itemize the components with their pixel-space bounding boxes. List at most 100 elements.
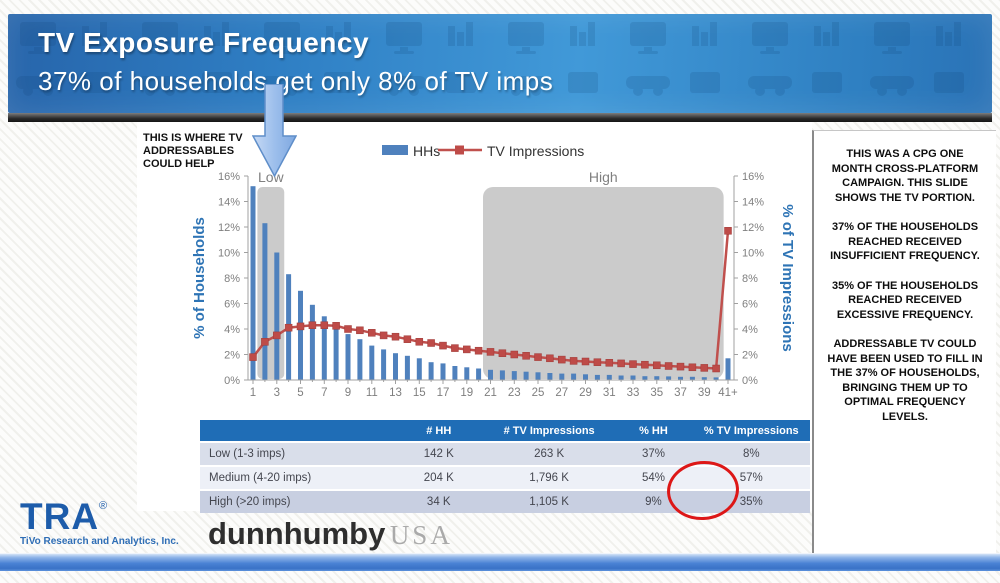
table-header-cell: # TV Impressions [483,420,615,441]
table-cell: 204 K [393,467,484,489]
dunnhumby-logo: dunnhumby USA [208,516,453,552]
svg-text:1: 1 [250,387,256,399]
svg-text:16%: 16% [742,171,764,183]
svg-text:12%: 12% [742,222,764,234]
x-tick-labels: 1 3 5 7 9 11 13 15 17 19 21 23 25 27 29 31 33 35 37 39 41+ [250,387,738,399]
dunnhumby-logo-text: dunnhumby [208,516,386,551]
header-banner: TV Exposure Frequency 37% of households … [8,14,992,113]
table-header-cell: % HH [614,420,693,441]
svg-text:7: 7 [321,387,327,399]
svg-text:0%: 0% [224,375,240,387]
svg-text:31: 31 [603,387,616,399]
svg-text:41+: 41+ [718,387,738,399]
tra-logo-text: TRA [20,496,100,537]
svg-text:15: 15 [413,387,426,399]
usa-logo-text: USA [389,520,453,550]
table-cell: 1,105 K [483,491,615,513]
svg-text:10%: 10% [218,248,240,260]
svg-text:3: 3 [274,387,280,399]
tra-logo: TRA® TiVo Research and Analytics, Inc. [20,498,179,547]
registered-mark-icon: ® [99,500,108,512]
notes-sidebar: THIS WAS A CPG ONE MONTH CROSS-PLATFORM … [812,130,996,553]
region-low [257,187,285,379]
footer-accent-bar [0,553,1000,571]
svg-text:19: 19 [460,387,473,399]
sidebar-paragraph: 35% OF THE HOUSEHOLDS REACHED RECEIVED E… [831,279,979,321]
frequency-chart: Low High 0% 0% 2% 2% 4% 4% 6% 6% 8% 8% 10% 10% 12% 12% 1… [182,132,802,422]
svg-text:12%: 12% [218,222,240,234]
legend-swatch-hhs [382,145,408,155]
table-cell: 37% [614,443,693,465]
table-header-cell: # HH [393,420,484,441]
right-axis-title: % of TV Impressions [779,204,796,352]
sidebar-paragraph: ADDRESSABLE TV COULD HAVE BEEN USED TO F… [827,338,983,423]
table-cell: 142 K [393,443,484,465]
down-arrow-icon [252,84,297,177]
header-divider-bar [8,113,992,122]
header-icon-pattern [8,14,992,113]
svg-text:39: 39 [698,387,711,399]
svg-text:8%: 8% [224,273,240,285]
markers-tv-impressions [249,227,732,373]
svg-text:TV Impressions: TV Impressions [487,143,584,159]
svg-text:4%: 4% [224,324,240,336]
svg-text:0%: 0% [742,375,758,387]
region-high [483,187,724,379]
svg-text:16%: 16% [218,171,240,183]
svg-text:14%: 14% [742,197,764,209]
svg-text:2%: 2% [224,350,240,362]
region-label: Low [258,169,285,185]
svg-text:29: 29 [579,387,592,399]
table-row: High (>20 imps) 34 K 1,105 K 9% 35% [200,491,810,513]
legend: HHs TV Impressions [382,143,584,159]
table-header-row: # HH # TV Impressions% HH% TV Impressions [200,420,810,441]
table-cell: 9% [614,491,693,513]
table-cell: Low (1-3 imps) [200,443,394,465]
svg-text:21: 21 [484,387,497,399]
table-cell: 57% [692,467,810,489]
sidebar-paragraph: THIS WAS A CPG ONE MONTH CROSS-PLATFORM … [831,148,979,204]
table-cell: 1,796 K [483,467,615,489]
table-row: Medium (4-20 imps) 204 K 1,796 K 54% 57% [200,467,810,489]
table-cell: 35% [692,491,810,513]
svg-text:2%: 2% [742,350,758,362]
svg-text:27: 27 [555,387,568,399]
table-cell: 263 K [483,443,615,465]
svg-text:37: 37 [674,387,687,399]
page-subtitle: 37% of households get only 8% of TV imps [38,66,554,96]
svg-text:6%: 6% [224,299,240,311]
svg-text:8%: 8% [742,273,758,285]
table-cell: High (>20 imps) [200,491,394,513]
table-header-cell [200,420,394,441]
svg-text:17: 17 [437,387,450,399]
frequency-table: # HH # TV Impressions% HH% TV Impressions… [200,418,810,515]
svg-text:23: 23 [508,387,521,399]
table-header-cell: % TV Impressions [692,420,810,441]
left-axis-title: % of Households [191,217,208,339]
annotation-addressables: THIS IS WHERE TV ADDRESSABLES COULD HELP [143,132,243,171]
table-row: Low (1-3 imps) 142 K 263 K 37% 8% [200,443,810,465]
svg-text:9: 9 [345,387,351,399]
svg-text:HHs: HHs [413,143,440,159]
svg-text:25: 25 [532,387,545,399]
table-cell: 54% [614,467,693,489]
svg-text:14%: 14% [218,197,240,209]
table-cell: Medium (4-20 imps) [200,467,394,489]
sidebar-paragraph: 37% OF THE HOUSEHOLDS REACHED RECEIVED I… [830,221,980,263]
region-label: High [589,169,618,185]
y-tick-labels: 0% 0% 2% 2% 4% 4% 6% 6% 8% 8% 10% 10% 12% 12% 14% 14% 16… [218,171,764,387]
svg-text:6%: 6% [742,299,758,311]
svg-text:11: 11 [366,387,378,399]
table-cell: 8% [692,443,810,465]
tra-logo-subtitle: TiVo Research and Analytics, Inc. [20,536,179,547]
page-title: TV Exposure Frequency [38,27,370,58]
svg-text:35: 35 [650,387,663,399]
table-cell: 34 K [393,491,484,513]
svg-text:5: 5 [297,387,303,399]
svg-text:13: 13 [389,387,402,399]
axes [244,175,738,384]
svg-text:10%: 10% [742,248,764,260]
svg-text:4%: 4% [742,324,758,336]
svg-text:33: 33 [627,387,640,399]
